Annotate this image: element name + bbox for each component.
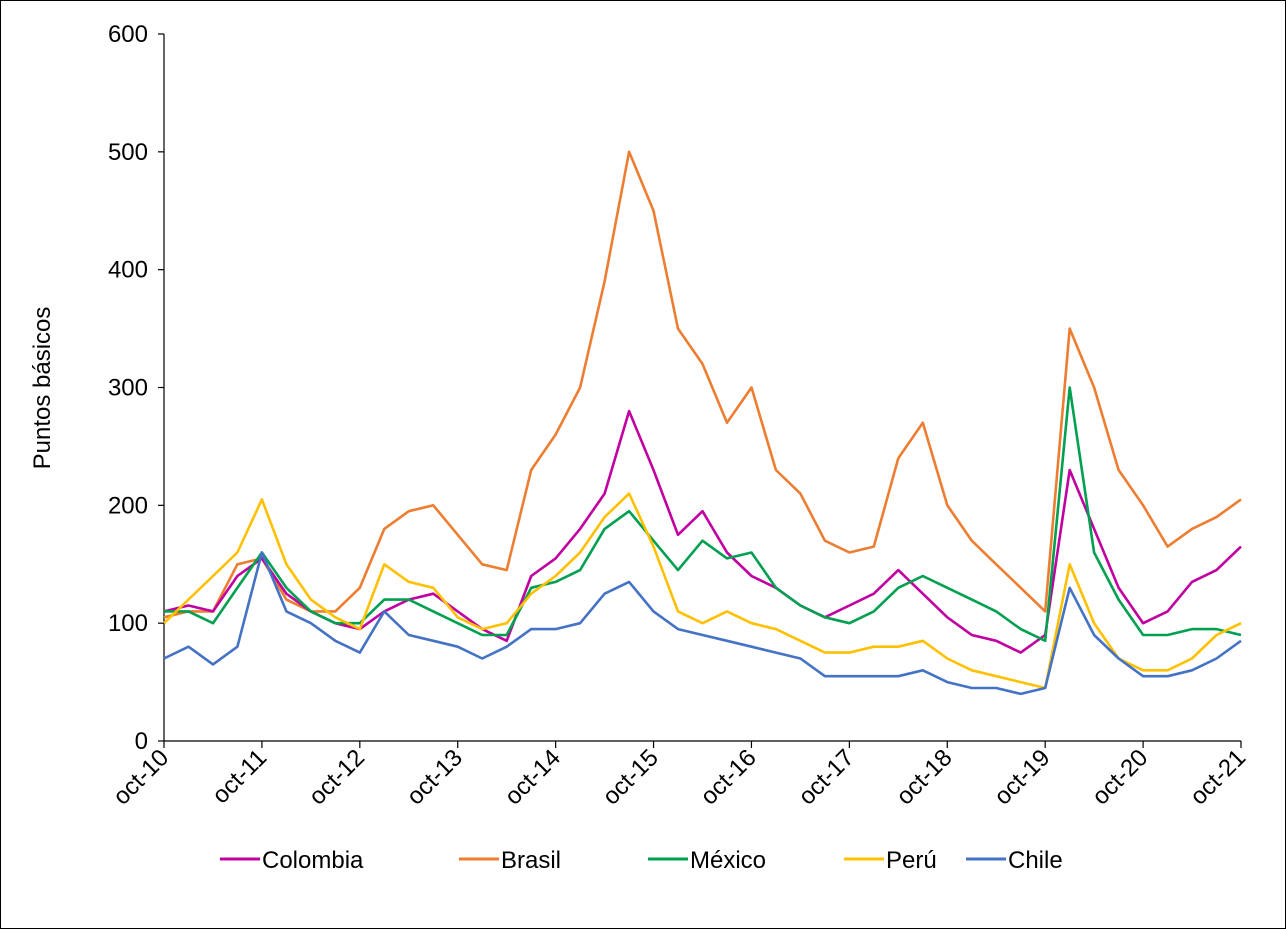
x-tick-label: oct-16 [695, 744, 761, 810]
y-ticks: 0 100 200 300 400 500 600 [108, 21, 164, 755]
x-tick-label: oct-17 [793, 744, 859, 810]
x-tick-label: oct-14 [500, 744, 566, 810]
x-tick-label: oct-20 [1087, 744, 1153, 810]
series-line-mexico [164, 386, 1242, 643]
x-ticks: oct-10 oct-11 oct-12 oct-13 oct-14 oct-15 oct-… [108, 741, 1251, 810]
y-tick-label: 400 [108, 257, 148, 284]
y-tick-label: 600 [108, 21, 148, 48]
legend-label: Brasil [501, 847, 561, 874]
y-tick-label: 200 [108, 492, 148, 519]
y-tick-label: 0 [135, 728, 148, 755]
x-tick-label: oct-21 [1185, 744, 1251, 810]
x-tick-label: oct-19 [989, 744, 1055, 810]
series-line-brasil [163, 150, 1242, 619]
y-tick-label: 500 [108, 139, 148, 166]
series-line-colombia [163, 409, 1242, 654]
y-axis-label: Puntos básicos [29, 307, 56, 470]
legend-label: Perú [886, 847, 937, 874]
series-line-chile [163, 551, 1242, 696]
y-tick-label: 100 [108, 610, 148, 637]
x-tick-label: oct-11 [207, 744, 272, 809]
x-tick-label: oct-15 [598, 744, 664, 810]
legend: Colombia Brasil México Perú Chile [220, 847, 1063, 874]
legend-label: Chile [1008, 847, 1063, 874]
x-tick-label: oct-13 [402, 744, 468, 810]
legend-label: Colombia [262, 847, 364, 874]
legend-label: México [690, 847, 766, 874]
series-line-peru [163, 492, 1242, 690]
x-tick-label: oct-12 [304, 744, 370, 810]
x-tick-label: oct-18 [891, 744, 957, 810]
series-lines [163, 150, 1242, 696]
y-tick-label: 300 [108, 375, 148, 402]
